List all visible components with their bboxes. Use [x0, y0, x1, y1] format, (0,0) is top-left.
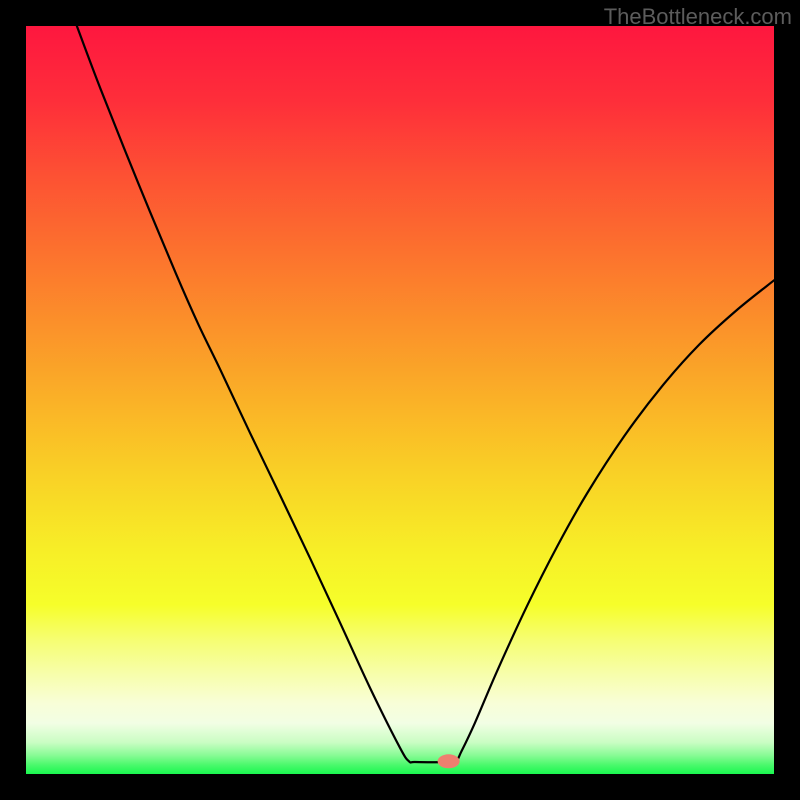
optimal-marker	[438, 754, 460, 768]
bottleneck-chart	[0, 0, 800, 800]
plot-background	[26, 26, 774, 774]
chart-container: TheBottleneck.com	[0, 0, 800, 800]
